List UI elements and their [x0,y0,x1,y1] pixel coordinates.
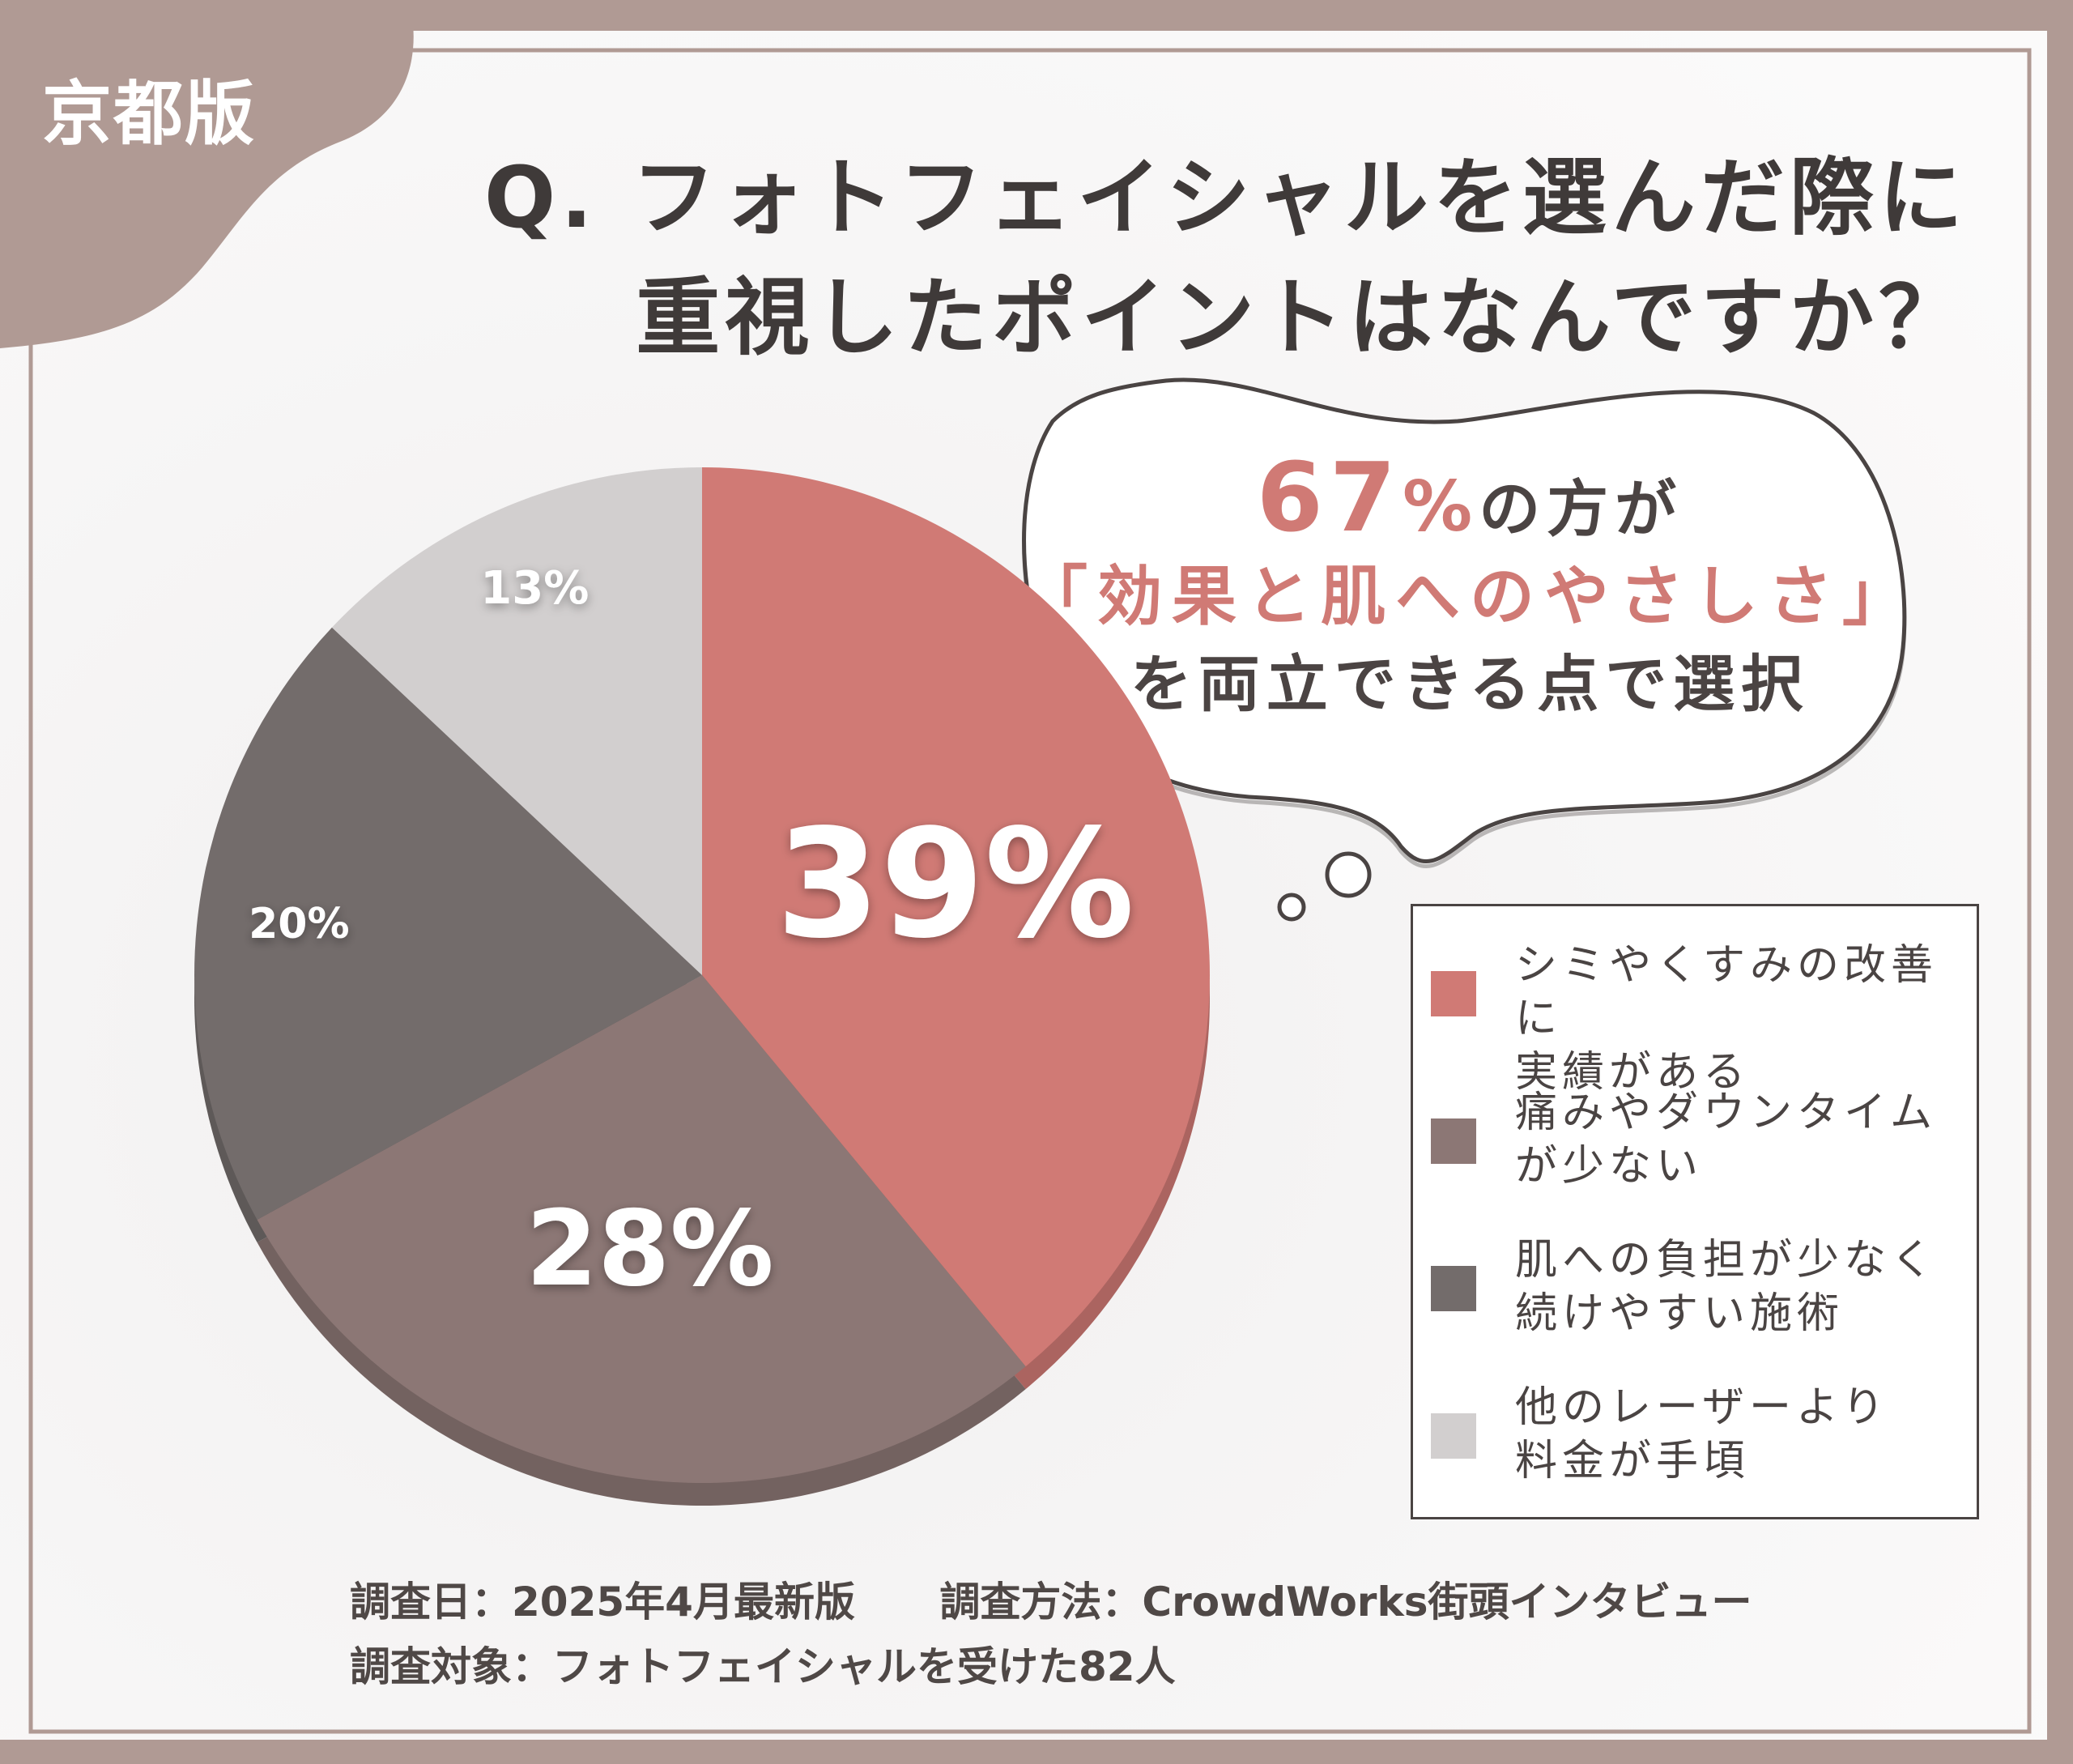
survey-target: 調査対象：フォトフェイシャルを受けた82人 [350,1643,1176,1690]
survey-footer: 調査日：2025年4月最新版 調査方法：CrowdWorks街頭インタビュー 調… [350,1570,1752,1699]
callout-line-1: の方が [1479,473,1684,545]
pie-slice-4 [331,467,702,975]
corner-badge-shape [0,0,414,348]
legend-label: 肌への負担が少なく 続けやすい施術 [1515,1236,1939,1338]
pie-chart: 39% 28% 20% 13% [194,467,1210,1506]
legend-label: 痛みやダウンタイム が少ない [1515,1089,1937,1191]
pie-label-2: 28% [526,1189,773,1310]
legend: シミやくすみの改善に 実績がある 痛みやダウンタイム が少ない 肌への負担が少なく 続けや… [1411,904,1979,1519]
callout-line-3: を両立できる点で選択 [1130,648,1810,720]
region-badge: 京都版 [42,74,256,155]
pie-label-1: 39% [776,796,1134,971]
legend-swatch [1431,1413,1476,1459]
question-line-2: 重視したポイントはなんですか？ [636,268,1968,367]
pie-slice-1 [702,467,1210,1367]
inner-border [28,48,2032,1734]
legend-label: 他のレーザーより 料金が手頃 [1515,1383,1889,1485]
survey-date: 調査日：2025年4月最新版 [350,1579,855,1626]
callout-percent-sign: % [1403,467,1479,548]
pie-slice-2 [257,975,1026,1483]
legend-swatch [1431,971,1476,1016]
legend-swatch [1431,1266,1476,1311]
pie-label-4: 13% [480,562,589,615]
survey-method: 調査方法：CrowdWorks街頭インタビュー [939,1579,1752,1626]
question-title: Q. フォトフェイシャルを選んだ際に 重視したポイントはなんですか？ [267,138,1968,377]
question-line-1: Q. フォトフェイシャルを選んだ際に [483,148,1968,247]
callout-percent: 67 [1256,441,1403,553]
callout-text: 67%の方が 「効果と肌へのやさしさ」 を両立できる点で選択 [1016,450,1923,728]
legend-label: シミやくすみの改善に 実績がある [1515,941,1939,1097]
pie-slice-3 [194,627,702,1221]
legend-swatch [1431,1118,1476,1164]
callout-line-2: 「効果と肌へのやさしさ」 [1023,559,1917,634]
pie-label-3: 20% [249,900,349,948]
thought-bubble [1022,377,1907,922]
